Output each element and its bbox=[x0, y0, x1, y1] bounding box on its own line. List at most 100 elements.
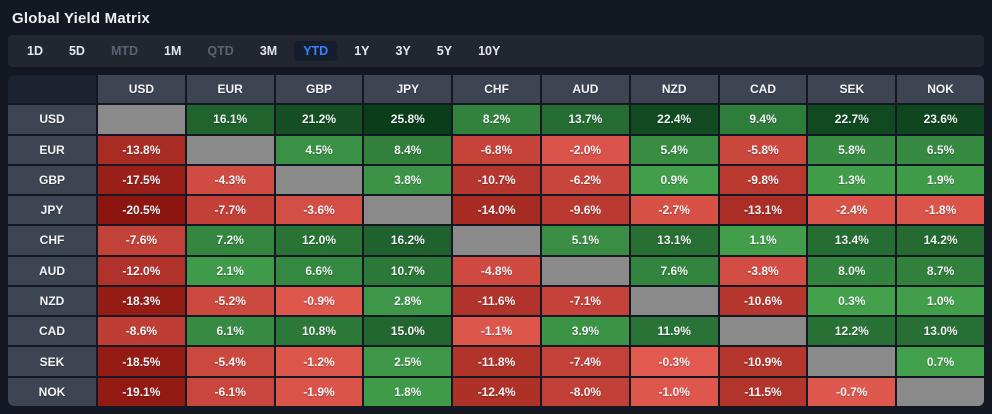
matrix-cell-cad-nok: 13.0% bbox=[897, 317, 984, 346]
matrix-cell-aud-cad: -3.8% bbox=[719, 256, 807, 285]
matrix-cell-nzd-nok: 1.0% bbox=[897, 286, 984, 316]
matrix-cell-sek-chf: -11.8% bbox=[453, 347, 540, 376]
matrix-cell-cad-usd: -8.6% bbox=[98, 317, 185, 346]
matrix-cell-jpy-cad: -13.1% bbox=[719, 196, 807, 225]
matrix-cell-jpy-nok: -1.8% bbox=[897, 196, 984, 225]
matrix-cell-sek-nok: 0.7% bbox=[897, 347, 984, 376]
matrix-cell-nzd-gbp: -0.9% bbox=[275, 286, 363, 316]
column-header-nzd: NZD bbox=[630, 75, 718, 104]
column-header-usd: USD bbox=[98, 75, 185, 104]
row-header-jpy: JPY bbox=[8, 196, 96, 225]
matrix-cell-usd-aud: 13.7% bbox=[542, 105, 629, 134]
matrix-cell-sek-usd: -18.5% bbox=[98, 347, 185, 376]
period-tab-3y[interactable]: 3Y bbox=[395, 43, 411, 58]
matrix-cell-chf-usd: -7.6% bbox=[98, 226, 185, 255]
matrix-cell-cad-sek: 12.2% bbox=[808, 317, 896, 346]
matrix-cell-chf-sek: 13.4% bbox=[808, 226, 896, 255]
matrix-cell-cad-chf: -1.1% bbox=[453, 317, 540, 346]
matrix-cell-gbp-nzd: 0.9% bbox=[630, 165, 718, 195]
matrix-cell-usd-sek: 22.7% bbox=[808, 105, 896, 134]
matrix-cell-eur-cad: -5.8% bbox=[719, 135, 807, 164]
matrix-cell-gbp-usd: -17.5% bbox=[98, 165, 185, 195]
matrix-cell-eur-gbp: 4.5% bbox=[275, 135, 363, 164]
period-tab-10y[interactable]: 10Y bbox=[478, 43, 501, 58]
matrix-cell-nzd-aud: -7.1% bbox=[542, 286, 629, 316]
matrix-cell-nzd-usd: -18.3% bbox=[98, 286, 185, 316]
period-tab-ytd[interactable]: YTD bbox=[294, 40, 338, 62]
column-header-cad: CAD bbox=[719, 75, 807, 104]
row-header-eur: EUR bbox=[8, 135, 96, 164]
matrix-cell-nzd-chf: -11.6% bbox=[453, 286, 540, 316]
matrix-cell-usd-nok: 23.6% bbox=[897, 105, 984, 134]
period-tab-qtd: QTD bbox=[207, 43, 234, 58]
matrix-cell-gbp-chf: -10.7% bbox=[453, 165, 540, 195]
row-header-nok: NOK bbox=[8, 377, 96, 406]
matrix-cell-sek-aud: -7.4% bbox=[542, 347, 629, 376]
row-header-cad: CAD bbox=[8, 317, 96, 346]
matrix-cell-jpy-jpy bbox=[364, 196, 452, 225]
matrix-cell-nzd-sek: 0.3% bbox=[808, 286, 896, 316]
matrix-cell-sek-eur: -5.4% bbox=[186, 347, 274, 376]
matrix-cell-jpy-aud: -9.6% bbox=[542, 196, 629, 225]
matrix-cell-eur-aud: -2.0% bbox=[542, 135, 629, 164]
matrix-cell-gbp-eur: -4.3% bbox=[186, 165, 274, 195]
matrix-cell-nzd-jpy: 2.8% bbox=[364, 286, 452, 316]
matrix-cell-usd-usd bbox=[98, 105, 185, 134]
matrix-cell-gbp-cad: -9.8% bbox=[719, 165, 807, 195]
matrix-cell-aud-aud bbox=[542, 256, 629, 285]
matrix-cell-cad-aud: 3.9% bbox=[542, 317, 629, 346]
matrix-cell-chf-eur: 7.2% bbox=[186, 226, 274, 255]
matrix-cell-usd-eur: 16.1% bbox=[186, 105, 274, 134]
matrix-cell-nok-aud: -8.0% bbox=[542, 377, 629, 406]
row-header-sek: SEK bbox=[8, 347, 96, 376]
matrix-cell-jpy-eur: -7.7% bbox=[186, 196, 274, 225]
period-tab-3m[interactable]: 3M bbox=[259, 43, 278, 58]
yield-matrix-table: USD EUR GBP JPY CHF AUD NZD CAD SEK NOK USD 16.1% 21… bbox=[8, 75, 984, 406]
matrix-cell-chf-gbp: 12.0% bbox=[275, 226, 363, 255]
matrix-cell-aud-jpy: 10.7% bbox=[364, 256, 452, 285]
period-tab-mtd: MTD bbox=[110, 43, 139, 58]
column-header-gbp: GBP bbox=[275, 75, 363, 104]
period-tab-1m[interactable]: 1M bbox=[164, 43, 182, 58]
matrix-cell-nok-gbp: -1.9% bbox=[275, 377, 363, 406]
column-header-eur: EUR bbox=[186, 75, 274, 104]
matrix-cell-nok-chf: -12.4% bbox=[453, 377, 540, 406]
matrix-cell-aud-eur: 2.1% bbox=[186, 256, 274, 285]
matrix-cell-cad-jpy: 15.0% bbox=[364, 317, 452, 346]
matrix-cell-eur-chf: -6.8% bbox=[453, 135, 540, 164]
period-tab-5d[interactable]: 5D bbox=[68, 43, 85, 58]
matrix-cell-usd-nzd: 22.4% bbox=[630, 105, 718, 134]
matrix-cell-aud-usd: -12.0% bbox=[98, 256, 185, 285]
row-header-nzd: NZD bbox=[8, 286, 96, 316]
matrix-cell-aud-gbp: 6.6% bbox=[275, 256, 363, 285]
matrix-cell-nok-nok bbox=[897, 377, 984, 406]
period-tab-1y[interactable]: 1Y bbox=[354, 43, 370, 58]
period-selector: 1D 5D MTD 1M QTD 3M YTD 1Y 3Y 5Y 10Y bbox=[8, 35, 984, 67]
matrix-cell-gbp-aud: -6.2% bbox=[542, 165, 629, 195]
matrix-cell-aud-nok: 8.7% bbox=[897, 256, 984, 285]
matrix-cell-sek-sek bbox=[808, 347, 896, 376]
matrix-cell-nok-usd: -19.1% bbox=[98, 377, 185, 406]
matrix-cell-cad-nzd: 11.9% bbox=[630, 317, 718, 346]
matrix-cell-sek-cad: -10.9% bbox=[719, 347, 807, 376]
row-header-gbp: GBP bbox=[8, 165, 96, 195]
matrix-cell-usd-gbp: 21.2% bbox=[275, 105, 363, 134]
matrix-cell-chf-jpy: 16.2% bbox=[364, 226, 452, 255]
period-tab-5y[interactable]: 5Y bbox=[436, 43, 453, 58]
period-tab-1d[interactable]: 1D bbox=[27, 43, 43, 58]
matrix-cell-sek-jpy: 2.5% bbox=[364, 347, 452, 376]
matrix-cell-chf-chf bbox=[453, 226, 540, 255]
matrix-cell-jpy-gbp: -3.6% bbox=[275, 196, 363, 225]
matrix-cell-eur-nok: 6.5% bbox=[897, 135, 984, 164]
column-header-chf: CHF bbox=[453, 75, 540, 104]
matrix-cell-chf-nok: 14.2% bbox=[897, 226, 984, 255]
matrix-cell-cad-eur: 6.1% bbox=[186, 317, 274, 346]
matrix-cell-eur-nzd: 5.4% bbox=[630, 135, 718, 164]
matrix-cell-nok-cad: -11.5% bbox=[719, 377, 807, 406]
matrix-cell-jpy-sek: -2.4% bbox=[808, 196, 896, 225]
matrix-cell-gbp-nok: 1.9% bbox=[897, 165, 984, 195]
column-header-sek: SEK bbox=[808, 75, 896, 104]
matrix-cell-nzd-nzd bbox=[630, 286, 718, 316]
column-header-nok: NOK bbox=[897, 75, 984, 104]
